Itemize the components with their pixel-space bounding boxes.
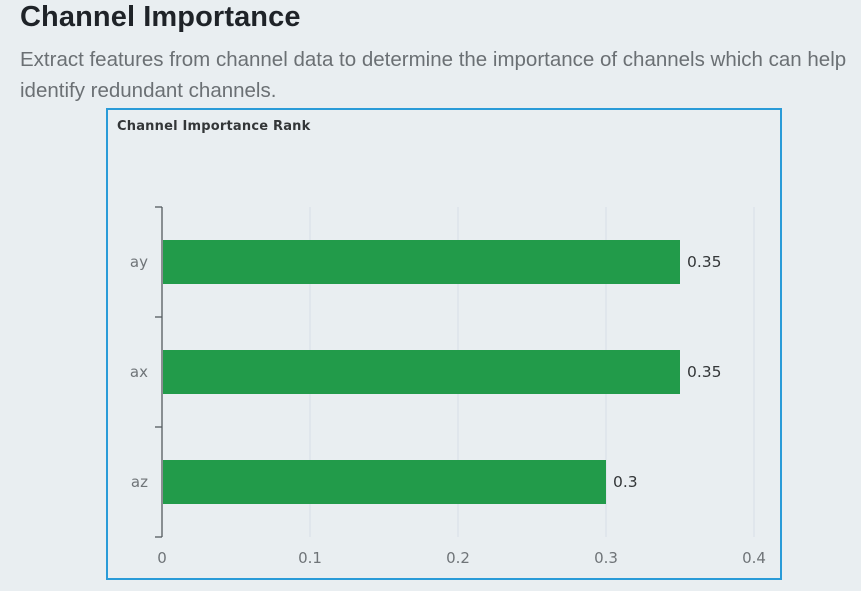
labels: 0 0.1 0.2 0.3 0.4 ay 0.35 ax 0.35 az 0.3 [130,253,766,567]
bar-value-label: 0.3 [613,473,638,491]
chart-title: Channel Importance Rank [117,119,311,134]
bar-ay[interactable] [163,240,680,284]
x-tick-label: 0.2 [446,549,470,567]
x-tick-label: 0.1 [298,549,322,567]
y-tick-label: az [131,473,148,491]
x-tick-label: 0.4 [742,549,766,567]
bar-ax[interactable] [163,350,680,394]
bars [163,240,680,504]
page-title: Channel Importance [20,1,301,33]
chart-panel: Channel Importance Rank 0 0.1 0.2 0.3 0.4 ay 0… [106,108,782,580]
channel-importance-chart: 0 0.1 0.2 0.3 0.4 ay 0.35 ax 0.35 az 0.3 [130,206,766,567]
x-tick-label: 0 [157,549,167,567]
axes [155,206,163,538]
bar-value-label: 0.35 [687,363,722,381]
page-description: Extract features from channel data to de… [20,48,847,102]
bar-az[interactable] [163,460,606,504]
y-tick-label: ax [130,363,148,381]
bar-value-label: 0.35 [687,253,722,271]
y-tick-label: ay [130,253,148,271]
x-tick-label: 0.3 [594,549,618,567]
